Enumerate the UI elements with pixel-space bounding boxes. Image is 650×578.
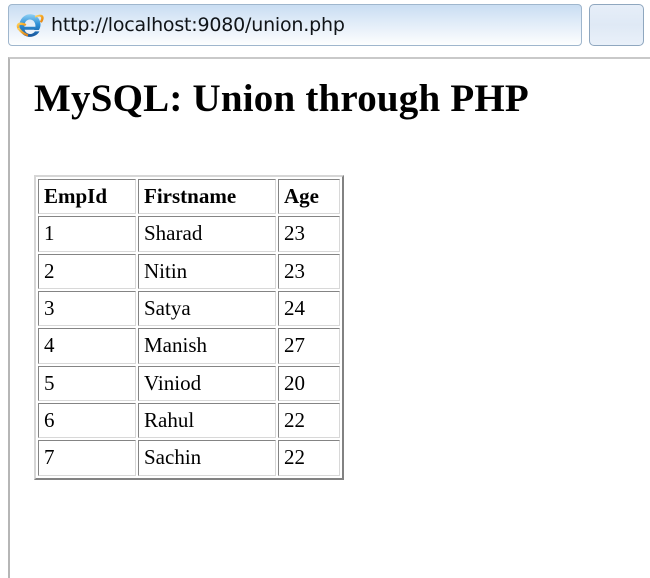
cell-empid: 7: [38, 440, 136, 476]
browser-toolbar: http://localhost:9080/union.php: [0, 0, 650, 57]
table-body: 1 Sharad 23 2 Nitin 23 3 Satya 24: [38, 216, 340, 476]
employee-table-container: EmpId Firstname Age 1 Sharad 23 2: [34, 174, 650, 480]
cell-empid: 3: [38, 290, 136, 327]
cell-firstname: Sachin: [138, 440, 276, 476]
cell-age: 23: [278, 253, 340, 289]
cell-empid: 2: [38, 253, 136, 289]
internet-explorer-icon: [15, 10, 45, 40]
url-text[interactable]: http://localhost:9080/union.php: [51, 14, 345, 36]
table-row: 1 Sharad 23: [38, 216, 340, 252]
table-row: 3 Satya 24: [38, 290, 340, 327]
address-bar[interactable]: http://localhost:9080/union.php: [8, 4, 582, 46]
cell-age: 24: [278, 290, 340, 327]
cell-age: 22: [278, 440, 340, 476]
cell-age: 23: [278, 216, 340, 252]
page-content-frame: MySQL: Union through PHP EmpId Firstname…: [8, 57, 650, 578]
table-header-row: EmpId Firstname Age: [38, 178, 340, 215]
column-header-empid: EmpId: [38, 178, 136, 215]
cell-age: 27: [278, 328, 340, 364]
table-row: 4 Manish 27: [38, 328, 340, 364]
table-row: 5 Viniod 20: [38, 365, 340, 401]
employee-table: EmpId Firstname Age 1 Sharad 23 2: [34, 174, 344, 480]
cell-firstname: Viniod: [138, 365, 276, 401]
column-header-age: Age: [278, 178, 340, 215]
cell-empid: 4: [38, 328, 136, 364]
cell-empid: 5: [38, 365, 136, 401]
cell-age: 22: [278, 402, 340, 439]
page-title: MySQL: Union through PHP: [34, 77, 529, 120]
cell-age: 20: [278, 365, 340, 401]
cell-firstname: Sharad: [138, 216, 276, 252]
cell-firstname: Rahul: [138, 402, 276, 439]
cell-empid: 1: [38, 216, 136, 252]
table-header: EmpId Firstname Age: [38, 178, 340, 215]
cell-firstname: Manish: [138, 328, 276, 364]
go-button[interactable]: [589, 4, 644, 46]
table-row: 6 Rahul 22: [38, 402, 340, 439]
table-row: 2 Nitin 23: [38, 253, 340, 289]
column-header-firstname: Firstname: [138, 178, 276, 215]
page-body: MySQL: Union through PHP EmpId Firstname…: [10, 59, 650, 480]
cell-empid: 6: [38, 402, 136, 439]
cell-firstname: Satya: [138, 290, 276, 327]
cell-firstname: Nitin: [138, 253, 276, 289]
table-row: 7 Sachin 22: [38, 440, 340, 476]
